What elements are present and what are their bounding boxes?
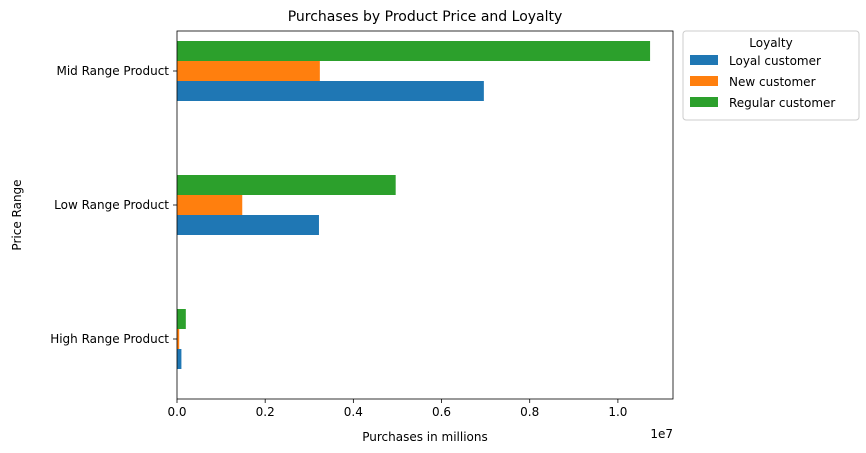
bars-layer (177, 41, 651, 369)
bar-high-range-product-loyal-customer (177, 349, 182, 369)
x-axis-offset-label: 1e7 (650, 427, 673, 441)
x-tick-label: 0.8 (520, 405, 539, 419)
legend[interactable]: Loyalty Loyal customer New customer Regula… (682, 30, 860, 121)
legend-swatch-loyal-customer (690, 55, 718, 65)
plot-frame (176, 30, 674, 400)
y-axis-ticks: High Range Product Low Range Product Mid R… (50, 64, 177, 346)
plot-area: High Range Product Low Range Product Mid R… (50, 30, 674, 419)
legend-frame (682, 30, 860, 121)
bar-high-range-product-regular-customer (177, 309, 186, 329)
bar-mid-range-product-new-customer (177, 61, 320, 81)
x-axis-ticks: 0.0 0.2 0.4 0.6 0.8 1.0 (167, 399, 627, 419)
legend-swatch-new-customer (690, 76, 718, 86)
legend-label-regular-customer: Regular customer (729, 96, 835, 110)
bar-low-range-product-regular-customer (177, 175, 396, 195)
y-tick-label: Low Range Product (54, 198, 169, 212)
y-tick-label: Mid Range Product (56, 64, 169, 78)
legend-label-loyal-customer: Loyal customer (729, 54, 821, 68)
y-axis-label: Price Range (10, 179, 24, 250)
x-tick-label: 0.6 (432, 405, 451, 419)
bar-mid-range-product-regular-customer (177, 41, 651, 61)
chart-title: Purchases by Product Price and Loyalty (288, 9, 563, 25)
x-tick-label: 0.0 (167, 405, 186, 419)
x-tick-label: 1.0 (608, 405, 627, 419)
bar-mid-range-product-loyal-customer (177, 81, 484, 101)
x-tick-label: 0.2 (256, 405, 275, 419)
bar-high-range-product-new-customer (177, 329, 180, 349)
legend-label-new-customer: New customer (729, 75, 816, 89)
x-tick-label: 0.4 (344, 405, 363, 419)
y-tick-label: High Range Product (50, 332, 169, 346)
bar-low-range-product-new-customer (177, 195, 243, 215)
x-axis-label: Purchases in millions (362, 430, 488, 444)
legend-swatch-regular-customer (690, 97, 718, 107)
bar-low-range-product-loyal-customer (177, 215, 319, 235)
legend-title: Loyalty (749, 36, 792, 50)
legend-items: Loyal customer New customer Regular custom… (690, 54, 835, 110)
